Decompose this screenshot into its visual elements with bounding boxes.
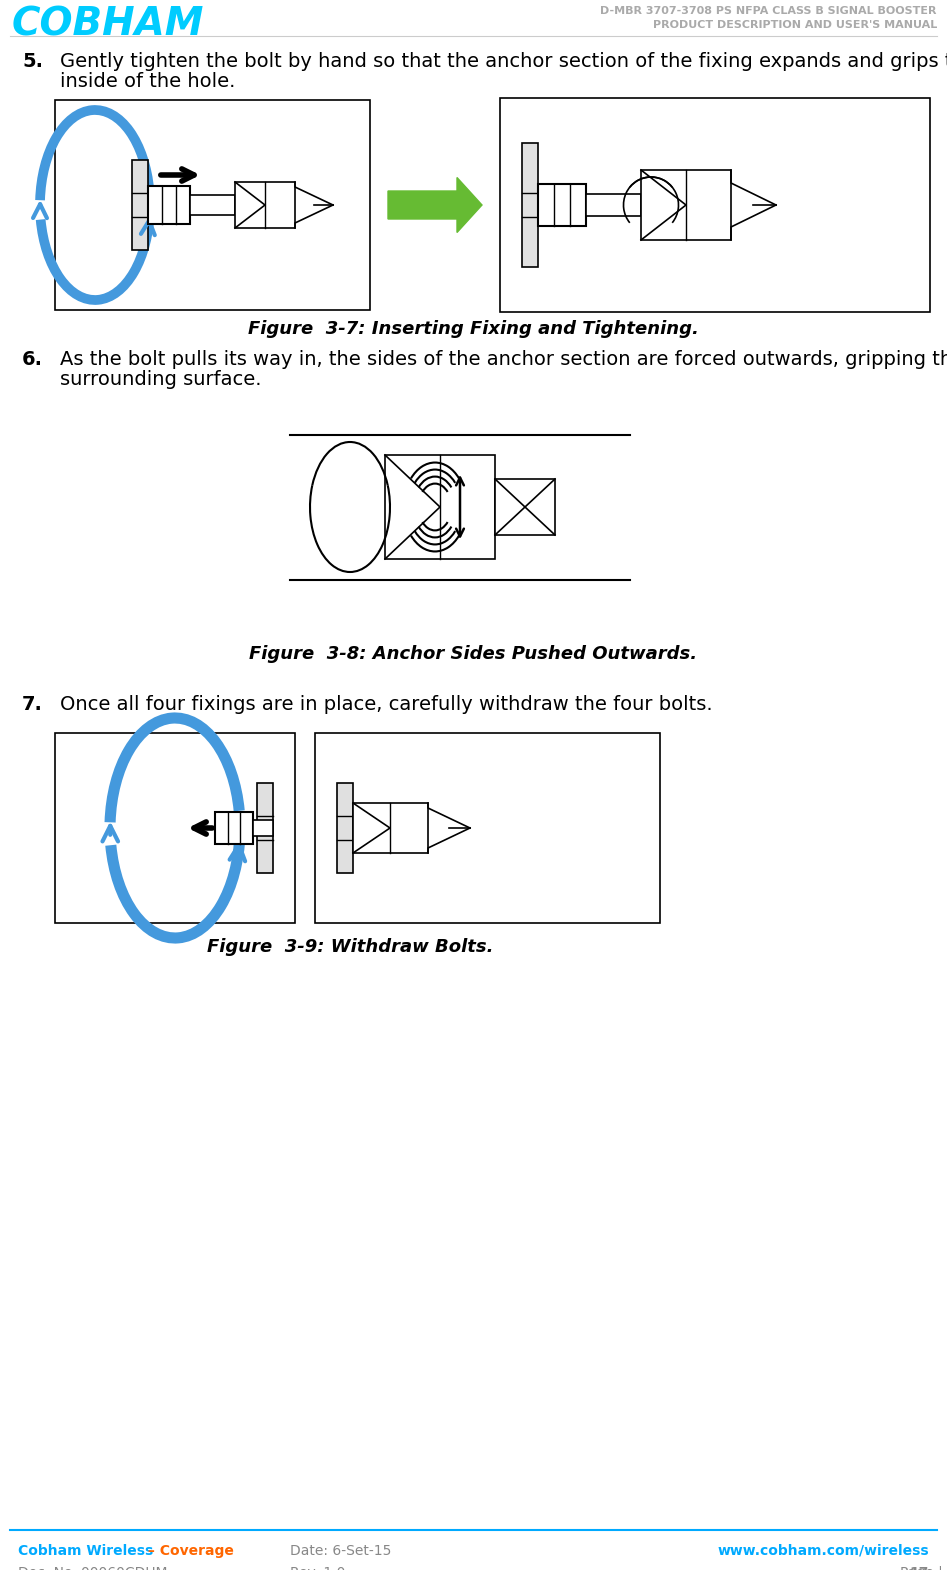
Text: Figure  3-9: Withdraw Bolts.: Figure 3-9: Withdraw Bolts. [206,937,493,956]
Bar [55,100,370,309]
Text: Doc. No. 00060CDUM: Doc. No. 00060CDUM [18,1565,168,1570]
Bar [148,185,190,225]
Bar [641,170,731,240]
Bar [385,455,495,559]
Bar [315,733,660,923]
Text: Figure  3-7: Inserting Fixing and Tightening.: Figure 3-7: Inserting Fixing and Tighten… [247,320,699,338]
Bar [257,783,273,873]
Text: Page |: Page | [900,1565,947,1570]
Text: Figure  3-8: Anchor Sides Pushed Outwards.: Figure 3-8: Anchor Sides Pushed Outwards… [249,645,697,663]
Text: Rev. 1.0: Rev. 1.0 [290,1565,346,1570]
Bar [190,195,235,215]
Text: COBHAM: COBHAM [12,5,205,42]
Bar [337,783,353,873]
Text: 7.: 7. [22,696,43,714]
FancyArrow shape [388,177,482,232]
Text: Once all four fixings are in place, carefully withdraw the four bolts.: Once all four fixings are in place, care… [60,696,713,714]
Bar [586,195,641,217]
Bar [215,812,253,845]
Bar [495,479,555,535]
Bar [353,802,428,853]
Bar [55,733,295,923]
Text: D-MBR 3707-3708 PS NFPA CLASS B SIGNAL BOOSTER: D-MBR 3707-3708 PS NFPA CLASS B SIGNAL B… [600,6,937,16]
Text: surrounding surface.: surrounding surface. [60,371,261,389]
Text: 17: 17 [910,1565,929,1570]
Text: As the bolt pulls its way in, the sides of the anchor section are forced outward: As the bolt pulls its way in, the sides … [60,350,947,369]
Text: Date: 6-Set-15: Date: 6-Set-15 [290,1543,391,1557]
Bar [522,143,538,267]
Bar [538,184,586,226]
Bar [500,97,930,312]
Bar [235,182,295,228]
Text: PRODUCT DESCRIPTION AND USER'S MANUAL: PRODUCT DESCRIPTION AND USER'S MANUAL [652,20,937,30]
Text: 5.: 5. [22,52,43,71]
Text: inside of the hole.: inside of the hole. [60,72,236,91]
Text: Cobham Wireless: Cobham Wireless [18,1543,153,1557]
Text: 6.: 6. [22,350,43,369]
Bar [132,160,148,250]
Text: Gently tighten the bolt by hand so that the anchor section of the fixing expands: Gently tighten the bolt by hand so that … [60,52,947,71]
Text: www.cobham.com/wireless: www.cobham.com/wireless [718,1543,929,1557]
Bar [253,820,273,835]
Text: – Coverage: – Coverage [143,1543,234,1557]
